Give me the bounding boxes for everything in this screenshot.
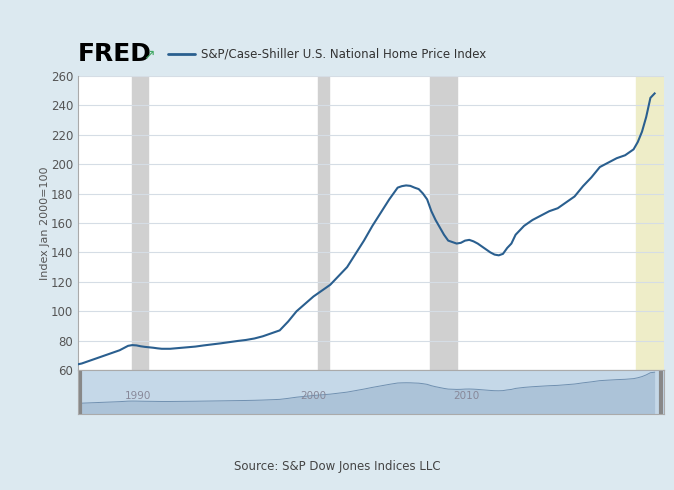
Text: S&P/Case-Shiller U.S. National Home Price Index: S&P/Case-Shiller U.S. National Home Pric… <box>201 48 486 60</box>
Bar <box>636 76 664 370</box>
Y-axis label: Index Jan 2000=100: Index Jan 2000=100 <box>40 166 51 280</box>
Text: FRED: FRED <box>78 42 152 66</box>
Text: ↗: ↗ <box>143 47 155 61</box>
Text: 2010: 2010 <box>453 391 479 401</box>
Bar <box>317 76 329 370</box>
Text: Source: S&P Dow Jones Indices LLC: Source: S&P Dow Jones Indices LLC <box>234 461 440 473</box>
Bar <box>132 76 148 370</box>
Bar <box>430 76 457 370</box>
Text: 1990: 1990 <box>125 391 151 401</box>
Text: 2000: 2000 <box>301 391 326 401</box>
